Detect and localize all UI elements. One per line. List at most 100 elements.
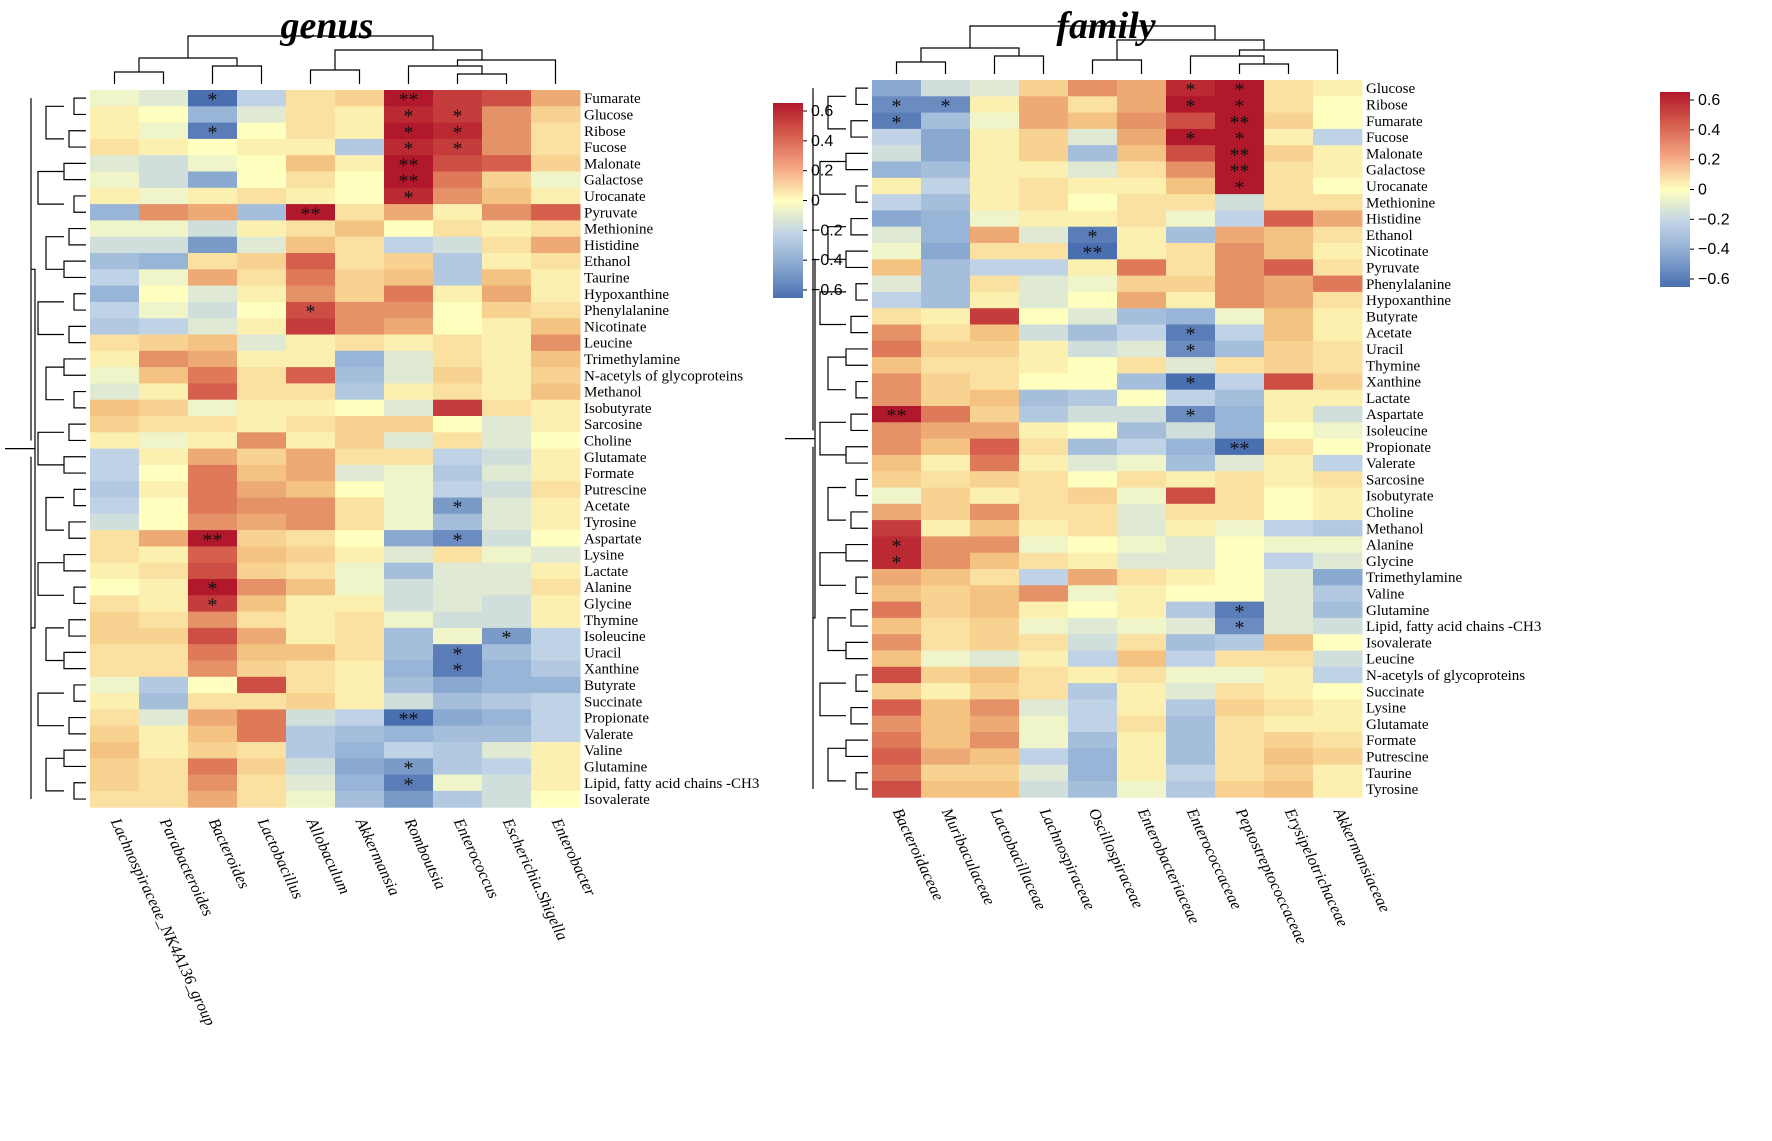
dendrogram-branch xyxy=(63,260,86,279)
heatmap-cell xyxy=(188,383,238,401)
heatmap-cell xyxy=(139,90,189,107)
heatmap-cell xyxy=(1313,536,1363,554)
heatmap-cell xyxy=(1215,748,1265,766)
significance-star: * xyxy=(1186,324,1196,346)
significance-star: * xyxy=(892,552,902,574)
heatmap-cell xyxy=(139,758,189,776)
heatmap-cell xyxy=(139,155,189,172)
heatmap-cell xyxy=(139,236,189,254)
heatmap-cell xyxy=(1264,520,1314,537)
heatmap-cell xyxy=(482,416,532,433)
heatmap-cell xyxy=(1166,585,1216,603)
heatmap-cell xyxy=(1313,389,1363,407)
heatmap-cell xyxy=(1068,748,1118,766)
heatmap-cell xyxy=(1264,536,1314,554)
dendrogram-branch xyxy=(73,293,86,311)
heatmap-cell xyxy=(433,660,483,678)
heatmap-cell xyxy=(1019,617,1069,635)
heatmap-cell xyxy=(1117,748,1167,766)
heatmap-cell xyxy=(139,301,189,319)
heatmap-cell xyxy=(139,464,189,482)
heatmap-cell xyxy=(335,758,385,776)
heatmap-cell xyxy=(531,367,581,384)
heatmap-cell xyxy=(237,579,287,596)
heatmap-cell xyxy=(921,210,971,228)
heatmap-cell xyxy=(433,676,483,694)
heatmap-cell xyxy=(1313,634,1363,651)
heatmap-cell xyxy=(1313,373,1363,391)
row-label: Lactate xyxy=(584,564,628,580)
heatmap-cell xyxy=(1019,243,1069,260)
heatmap-cell xyxy=(1215,454,1265,472)
heatmap-cell xyxy=(531,579,581,596)
heatmap-cell xyxy=(1117,471,1167,488)
heatmap-cell xyxy=(90,334,140,352)
heatmap-cell xyxy=(1117,308,1167,325)
heatmap-cell xyxy=(1117,569,1167,586)
heatmap-cell xyxy=(1264,112,1314,130)
heatmap-cell xyxy=(286,448,336,466)
dendrogram-branch xyxy=(855,674,868,692)
row-label: Valerate xyxy=(584,727,633,743)
row-label: Lysine xyxy=(584,548,624,564)
heatmap-cell xyxy=(872,683,922,700)
heatmap-cell xyxy=(970,503,1020,521)
column-label: Akkermansia xyxy=(351,815,402,899)
heatmap-cell xyxy=(1117,243,1167,260)
heatmap-cell xyxy=(335,253,385,270)
row-label: Hypoxanthine xyxy=(1366,293,1451,309)
heatmap-cell xyxy=(90,513,140,531)
heatmap-cell xyxy=(482,464,532,482)
row-label: Uracil xyxy=(1366,342,1403,358)
heatmap-cell xyxy=(970,650,1020,668)
dendrogram-branch xyxy=(309,69,361,84)
heatmap-cell xyxy=(1264,552,1314,570)
heatmap-cell xyxy=(482,285,532,303)
heatmap-cell xyxy=(1117,324,1167,342)
heatmap-cell xyxy=(433,709,483,727)
colorbar xyxy=(773,103,803,298)
heatmap-cell xyxy=(921,487,971,505)
heatmap-cell xyxy=(90,676,140,694)
heatmap-cell xyxy=(872,275,922,293)
heatmap-cell xyxy=(237,350,287,368)
row-label: Malonate xyxy=(1366,146,1423,162)
heatmap-cell xyxy=(482,432,532,450)
heatmap-cell xyxy=(1117,128,1167,146)
heatmap-cell xyxy=(921,683,971,700)
heatmap-cell xyxy=(237,301,287,319)
heatmap-cell xyxy=(872,699,922,717)
row-label: Galactose xyxy=(584,173,643,189)
heatmap-cell xyxy=(237,464,287,482)
heatmap-cell xyxy=(1215,145,1265,162)
heatmap-cell xyxy=(90,269,140,287)
heatmap-cell xyxy=(286,285,336,303)
heatmap-cell xyxy=(139,204,189,221)
heatmap-cell xyxy=(335,790,385,808)
row-label: Glutamate xyxy=(1366,717,1429,733)
heatmap-cell xyxy=(1215,601,1265,619)
heatmap-cell xyxy=(1166,373,1216,391)
heatmap-cell xyxy=(335,693,385,710)
heatmap-cell xyxy=(1166,275,1216,293)
heatmap-cell xyxy=(1166,259,1216,277)
heatmap-cell xyxy=(139,122,189,140)
heatmap-cell xyxy=(531,399,581,417)
heatmap-cell xyxy=(921,145,971,162)
heatmap-cell xyxy=(433,350,483,368)
heatmap-cell xyxy=(433,627,483,645)
dendrogram-branch xyxy=(827,95,846,130)
heatmap-cell xyxy=(1068,373,1118,391)
colorbar-tick-label: 0.6 xyxy=(1698,92,1720,109)
heatmap-cell xyxy=(872,406,922,423)
heatmap-cell xyxy=(286,204,336,221)
colorbar-tick-label: 0.6 xyxy=(811,103,833,120)
column-dendrogram xyxy=(895,25,1339,74)
dendrogram-branch xyxy=(68,130,86,148)
heatmap-cell xyxy=(921,226,971,244)
dendrogram-branch xyxy=(845,446,868,464)
colorbar-tick-label: 0.2 xyxy=(811,163,833,180)
heatmap-cell xyxy=(237,367,287,384)
heatmap-cell xyxy=(872,601,922,619)
heatmap-cell xyxy=(139,693,189,710)
